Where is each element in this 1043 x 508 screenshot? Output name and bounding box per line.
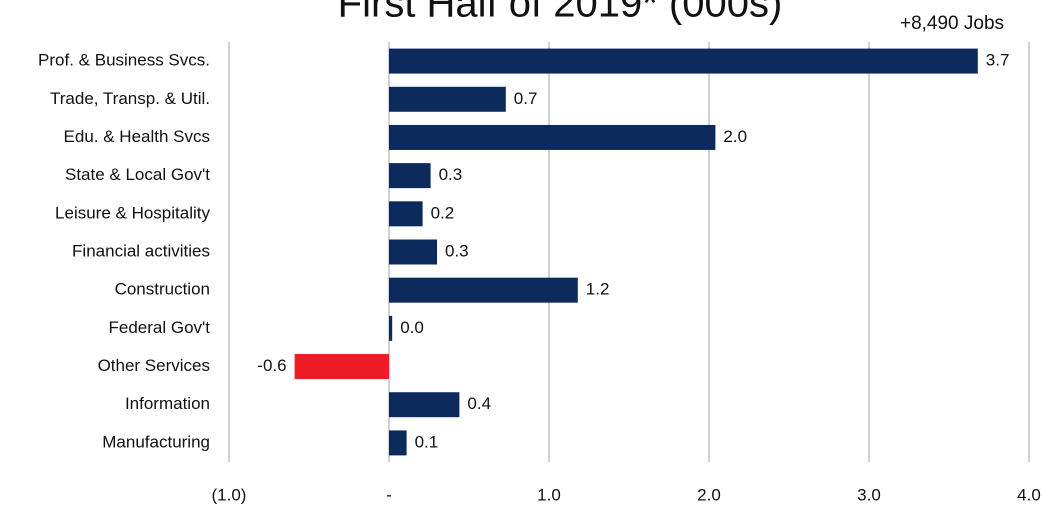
value-label: 0.4 [467,394,491,413]
value-label: 0.7 [514,89,538,108]
y-tick-label: Other Services [98,356,210,375]
value-label: 0.2 [431,203,455,222]
value-label: 2.0 [723,127,747,146]
value-label: -0.6 [257,356,286,375]
bar [294,354,389,380]
x-tick-label: (1.0) [212,485,247,504]
y-tick-label: Edu. & Health Svcs [64,127,210,146]
y-tick-label: Construction [115,280,210,299]
x-tick-label: 4.0 [1017,485,1041,504]
annotation: +8,490 Jobs [900,13,1004,34]
x-tick-label: 1.0 [537,485,561,504]
bar [389,86,506,112]
bar [389,277,578,303]
y-tick-label: Federal Gov't [108,318,210,337]
value-label: 1.2 [586,280,610,299]
y-tick-label: Prof. & Business Svcs. [38,51,210,70]
bar [389,239,437,265]
x-tick-label: - [386,485,392,504]
y-tick-label: State & Local Gov't [65,165,210,184]
bar [389,392,460,418]
bar [389,201,423,227]
value-label: 0.0 [400,318,424,337]
chart-title: First Half of 2019* (000s) [338,0,783,26]
x-tick-label: 2.0 [697,485,721,504]
value-label: 0.3 [445,241,469,260]
y-tick-label: Leisure & Hospitality [55,203,210,222]
x-tick-label: 3.0 [857,485,881,504]
y-tick-label: Information [125,394,210,413]
bar [389,48,978,74]
y-tick-label: Financial activities [72,241,210,260]
bar [389,315,393,341]
value-label: 3.7 [986,51,1010,70]
value-label: 0.1 [415,432,439,451]
y-tick-label: Manufacturing [102,432,210,451]
value-label: 0.3 [439,165,463,184]
bar [389,124,716,150]
bar [389,163,431,189]
bar [389,430,407,456]
y-tick-label: Trade, Transp. & Util. [50,89,210,108]
